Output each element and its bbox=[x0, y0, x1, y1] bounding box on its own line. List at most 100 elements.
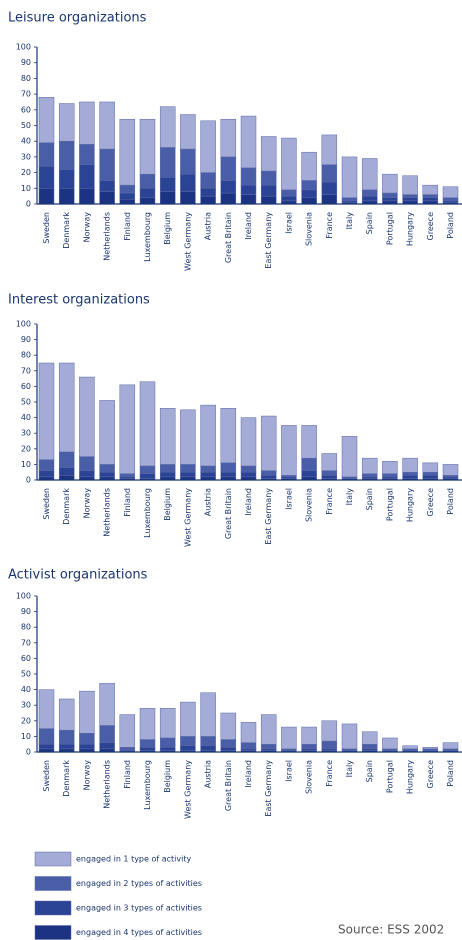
y-tick-label: 90 bbox=[21, 58, 31, 67]
bar-segment bbox=[402, 457, 418, 473]
bar-segment bbox=[159, 147, 176, 178]
bar-segment bbox=[58, 698, 75, 731]
bar-segment bbox=[422, 475, 439, 479]
x-tick-label: Luxembourg bbox=[143, 760, 152, 810]
bar-segment bbox=[361, 457, 378, 475]
x-tick-label: Luxembourg bbox=[143, 488, 152, 538]
x-tick-label: Great Britain bbox=[224, 212, 233, 263]
bar-segment bbox=[180, 471, 196, 478]
bar-segment bbox=[159, 106, 176, 148]
bar-segment bbox=[382, 473, 398, 478]
x-tick-label: Austria bbox=[204, 212, 213, 240]
x-tick-label: Hungary bbox=[406, 488, 415, 522]
bar-segment bbox=[58, 169, 75, 189]
bar-segment bbox=[382, 173, 398, 194]
bar-segment bbox=[361, 473, 378, 478]
bar-segment bbox=[321, 181, 338, 195]
y-tick-label: 50 bbox=[21, 670, 31, 679]
bar-segment bbox=[200, 120, 216, 173]
x-tick-label: Portugal bbox=[385, 760, 394, 793]
y-tick-label: 40 bbox=[21, 685, 31, 694]
bar-segment bbox=[220, 471, 237, 478]
bar-segment bbox=[79, 733, 95, 745]
y-tick-label: 30 bbox=[21, 429, 31, 438]
bar-segment bbox=[260, 415, 277, 471]
bar-segment bbox=[200, 172, 216, 189]
bar-segment bbox=[240, 115, 257, 169]
bar-segment bbox=[422, 197, 439, 202]
bar-segment bbox=[119, 473, 136, 478]
bar-segment bbox=[382, 461, 398, 475]
x-tick-label: Greece bbox=[426, 488, 435, 517]
bar-segment bbox=[240, 465, 257, 473]
bar-segment bbox=[240, 417, 257, 467]
chart-title: Interest organizations bbox=[8, 293, 150, 308]
bar-segment bbox=[220, 462, 237, 473]
bar-segment bbox=[422, 462, 439, 473]
bar-segment bbox=[200, 195, 216, 205]
bar-segment bbox=[301, 726, 317, 745]
y-tick-label: 0 bbox=[26, 748, 31, 757]
bar-segment bbox=[220, 156, 237, 181]
x-tick-label: Italy bbox=[345, 760, 354, 778]
bar-segment bbox=[341, 723, 358, 750]
bar-segment bbox=[38, 470, 55, 478]
bar-segment bbox=[220, 712, 237, 740]
x-tick-label: Sweden bbox=[42, 760, 51, 792]
x-tick-label: Portugal bbox=[385, 488, 394, 521]
y-tick-label: 70 bbox=[21, 90, 31, 99]
bar-segment bbox=[301, 425, 317, 459]
bar-segment bbox=[200, 471, 216, 478]
bar-segment bbox=[180, 464, 196, 473]
x-tick-label: Hungary bbox=[406, 212, 415, 246]
bar-segment bbox=[38, 362, 55, 460]
bar-segment bbox=[139, 747, 156, 751]
x-tick-label: Austria bbox=[204, 760, 213, 788]
bar-segment bbox=[200, 736, 216, 747]
x-tick-label: Poland bbox=[446, 212, 455, 239]
bar-segment bbox=[139, 118, 156, 175]
bar-segment bbox=[422, 194, 439, 198]
bar-segment bbox=[180, 114, 196, 150]
bar-segment bbox=[58, 140, 75, 170]
y-tick-label: 10 bbox=[21, 732, 31, 741]
x-tick-label: Israel bbox=[284, 212, 293, 234]
bar-segment bbox=[321, 164, 338, 183]
x-tick-label: Ireland bbox=[244, 488, 253, 516]
x-tick-label: Poland bbox=[446, 488, 455, 515]
bar-segment bbox=[159, 708, 176, 739]
y-tick-label: 60 bbox=[21, 105, 31, 114]
bar-segment bbox=[200, 465, 216, 473]
bar-segment bbox=[139, 739, 156, 748]
bar-segment bbox=[38, 728, 55, 745]
x-tick-label: Great Britain bbox=[224, 488, 233, 539]
y-tick-label: 30 bbox=[21, 701, 31, 710]
bar-segment bbox=[321, 475, 338, 479]
bar-segment bbox=[361, 189, 378, 197]
bar-segment bbox=[99, 180, 115, 192]
bar-segment bbox=[220, 118, 237, 158]
y-tick-label: 0 bbox=[26, 200, 31, 209]
bar-segment bbox=[180, 409, 196, 465]
y-tick-label: 50 bbox=[21, 398, 31, 407]
x-tick-label: East Germany bbox=[264, 488, 273, 545]
y-tick-label: 90 bbox=[21, 335, 31, 344]
bar-segment bbox=[58, 188, 75, 205]
bar-segment bbox=[99, 101, 115, 150]
y-tick-label: 100 bbox=[16, 592, 31, 601]
x-tick-label: Greece bbox=[426, 760, 435, 789]
x-tick-label: Belgium bbox=[163, 212, 172, 245]
x-tick-label: Sweden bbox=[42, 488, 51, 520]
x-tick-label: Great Britain bbox=[224, 760, 233, 811]
x-tick-label: Austria bbox=[204, 488, 213, 516]
bar-segment bbox=[38, 743, 55, 750]
bar-segment bbox=[382, 197, 398, 202]
bar-segment bbox=[361, 195, 378, 202]
bar-segment bbox=[220, 192, 237, 205]
bar-segment bbox=[301, 197, 317, 205]
bar-segment bbox=[402, 745, 418, 750]
bar-segment bbox=[38, 166, 55, 189]
y-tick-label: 70 bbox=[21, 366, 31, 375]
bar-segment bbox=[220, 747, 237, 751]
bar-segment bbox=[99, 148, 115, 181]
